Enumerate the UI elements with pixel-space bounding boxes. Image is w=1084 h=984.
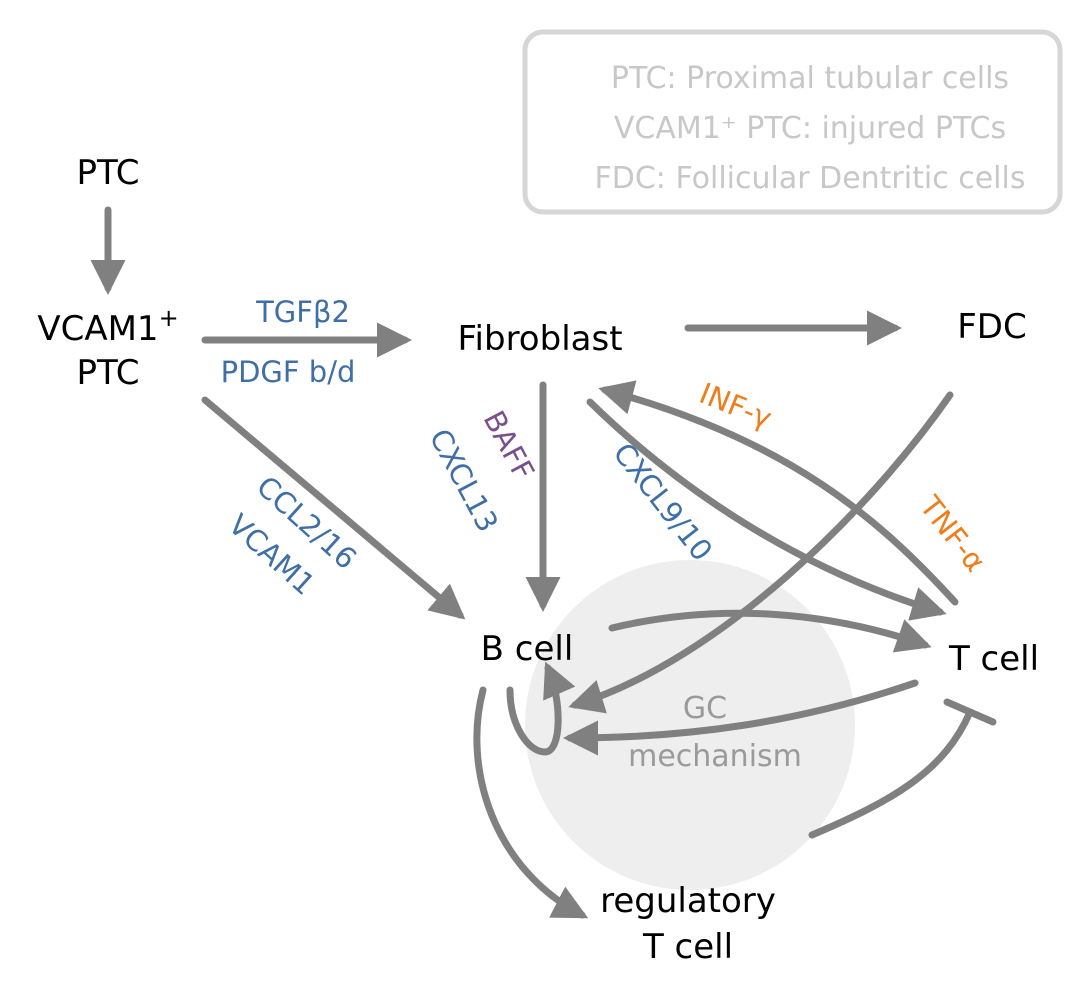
edge-bcell-self-loop bbox=[506, 661, 576, 756]
edges bbox=[90, 206, 997, 919]
gc-region-circle bbox=[525, 560, 855, 890]
legend-line-2: VCAM1⁺ PTC: injured PTCs bbox=[614, 111, 1006, 146]
node-vcam1-ptc-line2: PTC bbox=[76, 353, 139, 393]
node-vcam1-ptc-line1: VCAM1 bbox=[37, 309, 158, 349]
label-baff: BAFF bbox=[477, 405, 541, 486]
label-pdgf: PDGF b/d bbox=[221, 355, 356, 389]
label-tnf-alpha: TNF-α bbox=[912, 489, 992, 578]
inhibition-bar bbox=[943, 698, 997, 726]
node-fibroblast: Fibroblast bbox=[457, 319, 622, 359]
edge-treg-inhibits-tcell bbox=[808, 708, 974, 839]
node-b-cell: B cell bbox=[481, 629, 574, 669]
node-vcam1-ptc-sup: + bbox=[159, 304, 179, 332]
node-ptc: PTC bbox=[76, 153, 139, 193]
edge-fibroblast-to-tcell-cxcl9-10 bbox=[586, 398, 947, 621]
edge-bcell-to-treg bbox=[473, 686, 589, 919]
edge-fdc-to-bcell bbox=[568, 391, 954, 714]
node-regulatory-t-cell-line1: regulatory bbox=[600, 881, 776, 921]
gc-label-line1: GC bbox=[683, 691, 727, 726]
node-t-cell: T cell bbox=[948, 639, 1039, 679]
edge-tcell-to-fibroblast-cytokines bbox=[598, 380, 959, 606]
node-regulatory-t-cell-line2: T cell bbox=[642, 927, 733, 967]
legend-line-1: PTC: Proximal tubular cells bbox=[611, 61, 1009, 96]
edge-tcell-to-bcell-gc bbox=[563, 679, 919, 756]
legend-box bbox=[522, 29, 1063, 215]
edge-vcam1ptc-to-bcell bbox=[201, 396, 466, 620]
edge-bcell-to-tcell bbox=[608, 609, 932, 653]
gc-label-line2: mechanism bbox=[628, 739, 802, 774]
node-vcam1-ptc: VCAM1+ bbox=[37, 304, 178, 349]
label-cxcl9-10: CXCL9/10 bbox=[607, 436, 720, 567]
label-tgfb2: TGFβ2 bbox=[255, 295, 350, 329]
node-fdc: FDC bbox=[957, 307, 1026, 347]
legend-line-3: FDC: Follicular Dentritic cells bbox=[595, 161, 1026, 196]
